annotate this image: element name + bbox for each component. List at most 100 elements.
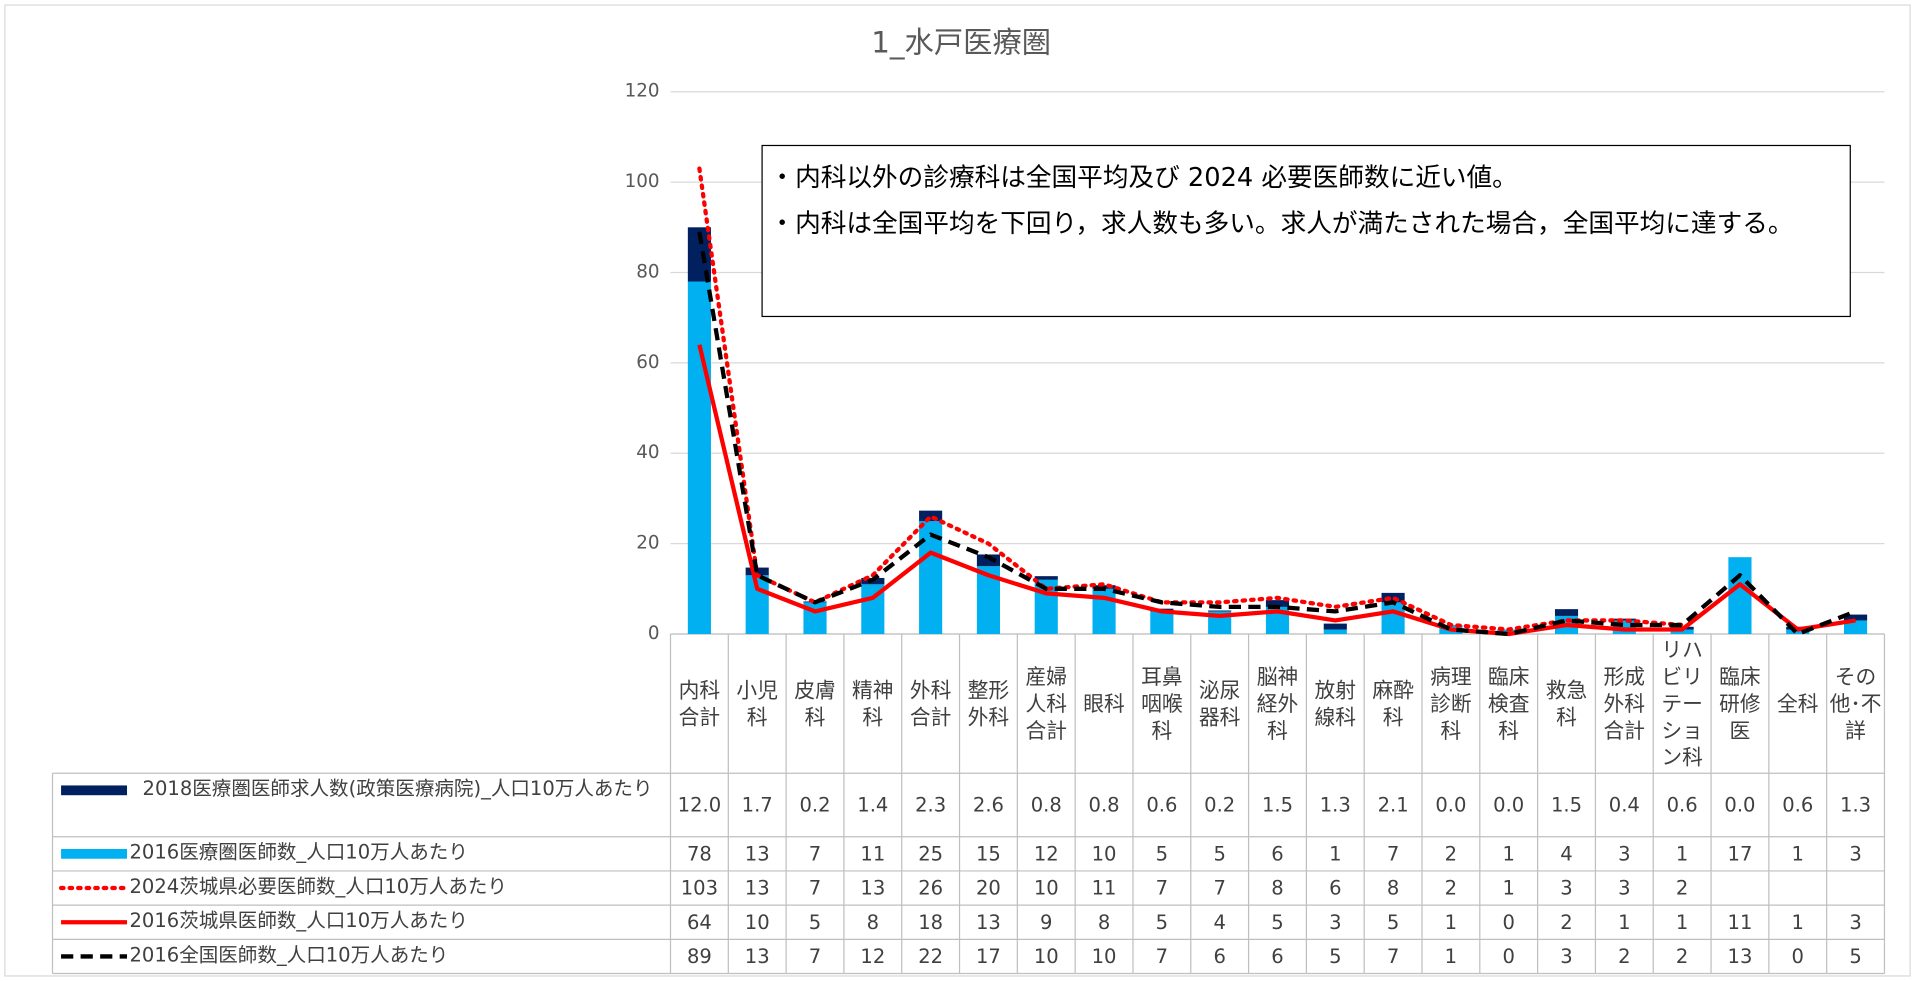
table-value: 3 bbox=[1618, 877, 1630, 900]
x-tick-label: 病理診断科 bbox=[1430, 665, 1472, 744]
bar bbox=[976, 566, 1001, 635]
bar bbox=[745, 567, 769, 576]
table-value: 0.4 bbox=[1609, 794, 1640, 817]
table-value: 2 bbox=[1560, 911, 1572, 934]
table-value: 5 bbox=[1849, 945, 1861, 968]
bar bbox=[1670, 629, 1694, 635]
bar bbox=[1150, 611, 1174, 635]
table-value: 1 bbox=[1618, 911, 1630, 934]
legend-label-box: 2016医療圏医師数_人口10万人あたり bbox=[129, 840, 468, 864]
y-tick-label: 80 bbox=[636, 261, 659, 282]
table-value: 17 bbox=[976, 945, 1001, 968]
x-tick-label: 脳神経外科 bbox=[1256, 665, 1299, 744]
x-tick-label-box: 全科 bbox=[1776, 692, 1819, 718]
bar bbox=[1612, 618, 1636, 621]
y-tick-label: 40 bbox=[636, 442, 659, 463]
legend-key bbox=[61, 848, 128, 859]
bar bbox=[1728, 557, 1752, 635]
table-value: 1 bbox=[1792, 843, 1804, 866]
x-tick-label-box: 放射線科 bbox=[1315, 679, 1357, 730]
table-value: 9 bbox=[1040, 911, 1052, 934]
table-value: 18 bbox=[918, 911, 943, 934]
y-tick-label: 100 bbox=[625, 171, 660, 192]
table-value: 7 bbox=[1387, 843, 1399, 866]
bar bbox=[1381, 602, 1405, 635]
table-value: 1.5 bbox=[1551, 794, 1582, 817]
x-tick-label-box: 整形外科 bbox=[968, 679, 1010, 730]
x-tick-label-box: 泌尿器科 bbox=[1199, 679, 1241, 730]
table-value: 1 bbox=[1676, 843, 1688, 866]
annotation-text: ・内科以外の診療科は全国平均及び 2024 必要医師数に近い値。 bbox=[769, 162, 1518, 192]
x-tick-label: 小児科 bbox=[736, 679, 778, 731]
table-value: 12 bbox=[860, 945, 885, 968]
x-tick-label: 産婦人科合計 bbox=[1025, 665, 1067, 744]
table-value: 7 bbox=[1213, 877, 1225, 900]
legend-label: 2024茨城県必要医師数_人口10万人あたり bbox=[129, 874, 507, 898]
table-value: 12.0 bbox=[678, 794, 722, 817]
x-tick-label: 全科 bbox=[1776, 692, 1819, 718]
table-value: 4 bbox=[1560, 843, 1572, 866]
table-value: 8 bbox=[1098, 911, 1110, 934]
bar bbox=[1208, 610, 1232, 612]
table-value: 10 bbox=[1092, 843, 1117, 866]
table-value: 0 bbox=[1502, 911, 1514, 934]
table-value: 1 bbox=[1676, 911, 1688, 934]
x-tick-label-box: 小児科 bbox=[736, 679, 778, 731]
bar bbox=[1323, 623, 1347, 630]
x-tick-label-box: 眼科 bbox=[1083, 693, 1125, 717]
table-value: 2.3 bbox=[915, 794, 946, 817]
table-value: 7 bbox=[809, 843, 821, 866]
table-value: 13 bbox=[1728, 945, 1753, 968]
table-value: 7 bbox=[1156, 877, 1168, 900]
table-value: 20 bbox=[976, 877, 1001, 900]
table-value: 0.8 bbox=[1089, 794, 1120, 817]
table-value: 10 bbox=[1034, 945, 1059, 968]
table-value: 2 bbox=[1618, 945, 1630, 968]
legend-key bbox=[61, 785, 128, 796]
table-value: 78 bbox=[687, 843, 712, 866]
table-value: 0 bbox=[1502, 945, 1514, 968]
x-tick-label-box: 脳神経外科 bbox=[1256, 665, 1299, 744]
x-tick-label-box: 内科合計 bbox=[679, 679, 721, 730]
annotation-text: ・内科は全国平均を下回り，求人数も多い。求人が満たされた場合，全国平均に達する。 bbox=[769, 208, 1794, 239]
table-value: 5 bbox=[809, 911, 821, 934]
line-series bbox=[697, 166, 1685, 632]
legend-label: 2016茨城県医師数_人口10万人あたり bbox=[129, 908, 468, 933]
bar bbox=[1844, 620, 1868, 635]
table-value: 0.2 bbox=[799, 794, 830, 817]
table-value: 2.6 bbox=[973, 794, 1004, 817]
y-tick-label: 60 bbox=[636, 352, 659, 373]
bar bbox=[1786, 629, 1810, 635]
table-value: 5 bbox=[1271, 911, 1283, 934]
bar bbox=[1034, 576, 1058, 580]
x-tick-label: 外科合計 bbox=[909, 679, 952, 731]
table-value: 13 bbox=[976, 911, 1001, 934]
table-value: 3 bbox=[1560, 945, 1572, 968]
line-series bbox=[697, 231, 1857, 637]
table-value: 64 bbox=[687, 911, 712, 934]
table-value: 6 bbox=[1213, 945, 1225, 968]
table-value: 1.7 bbox=[742, 794, 773, 817]
x-tick-label: 形成外科合計 bbox=[1603, 665, 1646, 744]
legend-label: 2016医療圏医師数_人口10万人あたり bbox=[129, 840, 468, 864]
table-value: 3 bbox=[1560, 877, 1572, 900]
table-value: 1 bbox=[1445, 911, 1457, 934]
table-value: 5 bbox=[1329, 945, 1341, 968]
table-value: 2 bbox=[1676, 945, 1688, 968]
table-value: 2 bbox=[1445, 877, 1457, 900]
table-value: 10 bbox=[1034, 877, 1059, 900]
x-tick-label-box: 臨床検査科 bbox=[1488, 666, 1530, 744]
annotation-box bbox=[761, 144, 1851, 318]
table-value: 13 bbox=[745, 877, 770, 900]
table-value: 0.6 bbox=[1782, 794, 1813, 817]
legend-label-box: 2024茨城県必要医師数_人口10万人あたり bbox=[129, 874, 507, 898]
table-value: 22 bbox=[918, 945, 943, 968]
y-tick-label: 0 bbox=[648, 623, 660, 644]
x-tick-label: リハビリテーション科 bbox=[1661, 638, 1703, 771]
bar bbox=[976, 554, 1001, 567]
table-value: 8 bbox=[1387, 877, 1399, 900]
table-value: 11 bbox=[1728, 911, 1753, 934]
x-tick-label-box: 救急科 bbox=[1545, 679, 1588, 731]
x-tick-label: 救急科 bbox=[1545, 679, 1588, 731]
table-value: 6 bbox=[1271, 843, 1283, 866]
